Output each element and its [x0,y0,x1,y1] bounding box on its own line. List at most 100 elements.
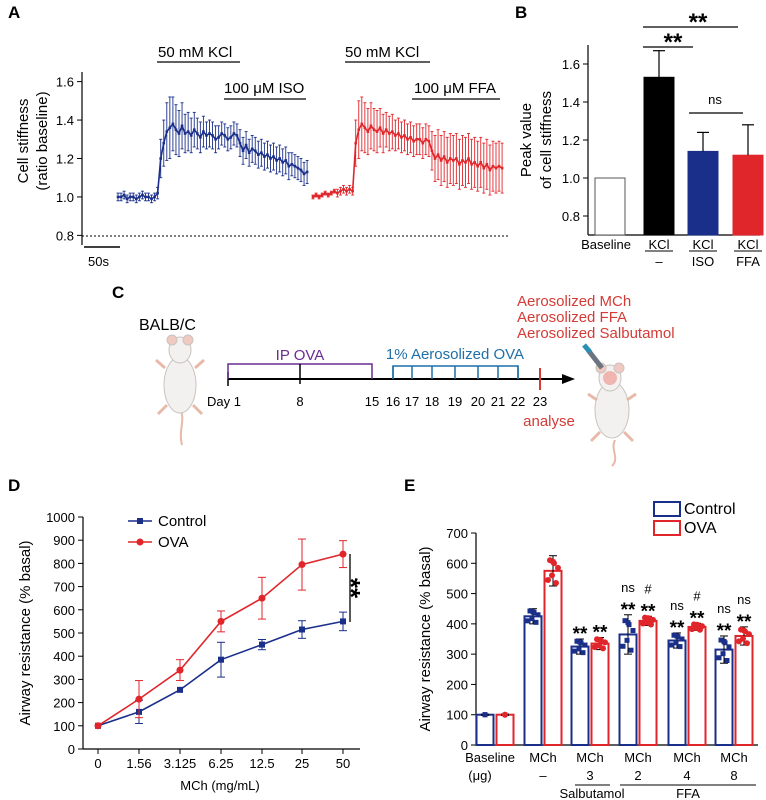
panel-e: E 0 100 200 300 400 500 600 700 Airway resistan… [404,476,758,800]
panel-e-significance-label: ns [670,598,684,613]
panel-e-bar [570,645,590,746]
panel-b-category-label: KCl [693,237,714,252]
panel-b-significance-label: ** [664,29,683,56]
panel-a-data-point [320,193,324,197]
panel-d-xtick-label: 0 [94,756,101,771]
panel-a-data-point [302,172,306,176]
panel-a-ytick-label: 1.0 [56,190,74,205]
panel-a-data-point [394,134,397,137]
panel-b-bar [594,177,626,236]
panel-d-ytick-label: 0 [68,742,75,757]
panel-e-significance-label: # [644,581,652,596]
panel-b-bar [643,76,675,236]
panel-a-data-point [400,136,403,139]
panel-e-data-point [576,646,582,652]
panel-e-ytick-label: 700 [446,526,468,541]
panel-e-dose-label: 3 [586,768,593,783]
panel-a-data-point [351,189,354,193]
panel-e-data-point [550,558,556,565]
panel-e-ytick-label: 0 [461,738,468,753]
panel-a-data-point [229,136,233,139]
panel-a-data-point [171,122,175,126]
iso-annotation: 100 μM ISO [224,80,304,97]
panel-e-data-point [721,638,727,644]
panel-c-label: C [112,283,124,302]
legend-control-marker [137,518,143,524]
ip-ova-label: IP OVA [276,347,325,364]
panel-a-data-point [238,141,242,145]
panel-a-data-point [284,159,288,162]
panel-a-data-point [305,170,309,174]
panel-c: C BALB/C IP OVA 1% Aerosolized OVA Day 1 [112,283,675,467]
mouse-illustration-right [582,343,637,467]
panel-d: D 0 100 200 300 400 500 600 700 800 900 1000 0 1.56… [8,476,366,793]
panel-e-data-point [740,635,746,642]
panel-a-data-point [424,137,428,141]
panel-a-data-point [406,137,409,141]
panel-b-ytick-label: 1.4 [562,95,580,110]
panel-a-data-point [186,130,190,133]
aerosol-ova-label: 1% Aerosolized OVA [386,346,524,363]
panel-a-data-point [452,159,455,162]
panel-d-ytick-label: 400 [53,649,75,664]
panel-a-data-point [281,161,284,164]
panel-e-data-point [580,650,586,656]
panel-a-data-point [272,155,275,158]
panel-e-data-point [720,651,726,657]
panel-a-data-point [125,197,129,201]
panel-a-ylabel-line1: Cell stiffness [15,99,32,184]
day-label: 19 [448,394,462,409]
panel-a-data-point [436,153,440,156]
panel-e-ytick-label: 300 [446,647,468,662]
panel-a-data-point [391,130,394,133]
panel-e-legend: Control OVA [653,501,736,537]
panel-a-data-point [363,126,367,130]
panel-a-data-point [189,134,193,137]
panel-e-bar [495,713,515,747]
panel-b-ytick-label: 1.6 [562,57,580,72]
panel-a-data-point [378,126,382,130]
panel-e-bar [667,639,687,746]
panel-e-data-point [600,645,606,652]
panel-d-xtick-label: 6.25 [208,756,233,771]
panel-a-data-point [482,166,486,170]
panel-e-label: E [404,476,415,495]
panel-e-group-label: Salbutamol [559,786,624,800]
panel-a-data-point [430,149,434,153]
panel-b-sub-label: ISO [692,254,714,269]
panel-e-category-label: MCh [576,750,603,765]
panel-e-data-point [620,643,626,649]
panel-a-data-point [360,122,364,126]
panel-e-significance: ** ****ns**#**ns**#**ns**ns [573,580,752,645]
panel-e-bar [734,634,754,747]
panel-e-ytick-label: 400 [446,617,468,632]
panel-a-data-point [384,128,388,131]
panel-a-scale-bar-label: 50s [88,254,109,269]
day-label: 18 [425,394,439,409]
panel-a-data-point [375,130,379,133]
panel-e-data-point [622,618,628,624]
panel-a-data-point [244,143,248,147]
panel-a-ytick-label: 1.6 [56,75,74,90]
panel-e-data-point [582,642,588,648]
panel-a-ylabel-line2: (ratio baseline) [34,91,51,190]
panel-e-dose-label: 8 [730,768,737,783]
panel-a-data-point [232,132,236,135]
panel-e-category-label: MCh [529,750,556,765]
day-label: 17 [405,394,419,409]
panel-e-significance-label: ** [690,608,705,629]
panel-d-ytick-label: 1000 [46,510,75,525]
panel-a-data-point [342,187,345,191]
panel-a-data-point [293,164,297,168]
panel-e-ytick-label: 100 [446,708,468,723]
panel-e-significance-label: ** [621,600,636,621]
panel-a-data-point [287,164,291,168]
panel-d-data-point [340,618,346,625]
panel-a-data-point [345,189,348,193]
panel-d-ytick-label: 700 [53,580,75,595]
panel-a-data-point [250,147,254,151]
panel-a-data-point [357,128,361,131]
panel-d-data-point [177,686,183,693]
panel-a-data-point [196,132,199,135]
panel-a-data-point [290,162,294,166]
